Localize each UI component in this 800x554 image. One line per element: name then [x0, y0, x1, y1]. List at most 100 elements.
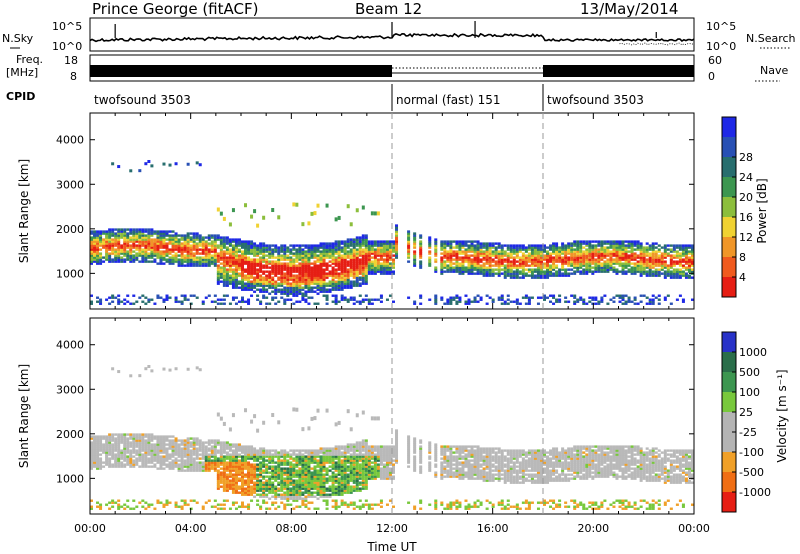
velocity-cell	[262, 475, 266, 478]
velocity-cell	[186, 461, 190, 464]
velocity-cell	[147, 435, 151, 438]
velocity-cell	[274, 475, 278, 478]
power-cell	[491, 252, 495, 255]
power-cell	[325, 244, 329, 247]
power-cell	[132, 294, 136, 297]
power-cell	[256, 246, 260, 249]
velocity-cell	[96, 455, 100, 458]
power-cell	[549, 264, 553, 267]
velocity-cell	[132, 439, 136, 442]
power-cell	[488, 258, 492, 261]
power-cell	[292, 292, 296, 295]
power-cell	[346, 256, 350, 259]
velocity-cell	[244, 467, 248, 470]
power-cell	[669, 274, 673, 277]
power-cell	[518, 270, 522, 273]
power-cell	[612, 268, 616, 271]
velocity-cell	[144, 501, 148, 504]
power-cell	[536, 256, 540, 259]
velocity-cell	[286, 493, 290, 496]
power-cell	[479, 298, 483, 301]
power-cell	[262, 288, 266, 291]
power-cell	[346, 240, 350, 243]
power-cell	[645, 250, 649, 253]
velocity-cell	[250, 449, 254, 452]
power-cell	[573, 250, 577, 253]
power-cell	[467, 244, 471, 247]
power-cell	[253, 260, 257, 263]
power-cell	[328, 254, 332, 257]
power-cell	[603, 254, 607, 257]
velocity-cell	[186, 443, 190, 446]
power-cell	[256, 272, 260, 275]
velocity-cell	[253, 467, 257, 470]
power-cell	[304, 280, 308, 283]
velocity-cell	[237, 447, 241, 450]
power-cell	[485, 268, 489, 271]
velocity-cell	[126, 463, 130, 466]
velocity-cell	[231, 481, 235, 484]
power-cell	[165, 298, 169, 301]
power-cell	[488, 270, 492, 273]
power-cell	[334, 258, 338, 261]
power-cell	[286, 292, 290, 295]
power-cell	[385, 244, 389, 247]
velocity-cell	[216, 441, 220, 444]
velocity-cell	[132, 451, 136, 454]
velocity-cell	[289, 457, 293, 460]
power-cell	[346, 246, 350, 249]
power-cell	[518, 262, 522, 265]
velocity-cell	[147, 457, 151, 460]
velocity-cell	[286, 499, 290, 502]
power-cell	[244, 252, 248, 255]
power-cell	[518, 246, 522, 249]
velocity-cell	[165, 457, 169, 460]
power-cell	[111, 238, 115, 241]
velocity-cell	[222, 421, 226, 426]
power-cell	[319, 256, 323, 259]
velocity-cell	[138, 451, 142, 454]
power-cell	[567, 262, 571, 265]
power-cell	[165, 252, 169, 255]
power-cell	[159, 256, 163, 259]
velocity-cell	[268, 491, 272, 494]
power-cell	[621, 244, 625, 247]
power-cell	[189, 264, 193, 267]
velocity-cell	[144, 445, 148, 448]
power-cell	[639, 268, 643, 271]
power-cell	[648, 298, 652, 301]
power-cell	[247, 252, 251, 255]
power-cell	[367, 246, 371, 249]
velocity-cell	[195, 449, 199, 452]
velocity-cell	[228, 427, 232, 432]
power-cell	[536, 260, 540, 263]
power-cell	[467, 248, 471, 251]
power-cell	[334, 294, 338, 297]
power-cell	[361, 242, 365, 245]
power-cell	[328, 244, 332, 247]
velocity-cell	[277, 455, 281, 458]
power-cell	[376, 262, 380, 265]
power-cell	[244, 250, 248, 253]
power-cell	[174, 256, 178, 259]
power-cell	[265, 278, 269, 281]
power-cell	[201, 238, 205, 241]
power-cell	[567, 264, 571, 267]
power-cell	[337, 244, 341, 247]
power-cell	[558, 250, 562, 253]
power-cell	[458, 250, 462, 253]
power-cell	[524, 272, 528, 275]
velocity-cell	[231, 503, 235, 506]
power-cell	[470, 260, 474, 263]
power-cell	[241, 260, 244, 263]
velocity-cell	[198, 457, 202, 460]
velocity-cell	[289, 483, 293, 486]
power-cell	[123, 298, 127, 301]
power-cell	[585, 252, 589, 255]
power-cell	[234, 302, 238, 305]
power-cell	[222, 264, 226, 267]
power-cell	[461, 272, 465, 275]
power-cell	[585, 302, 589, 305]
power-cell	[521, 248, 525, 251]
power-cell	[367, 250, 371, 253]
